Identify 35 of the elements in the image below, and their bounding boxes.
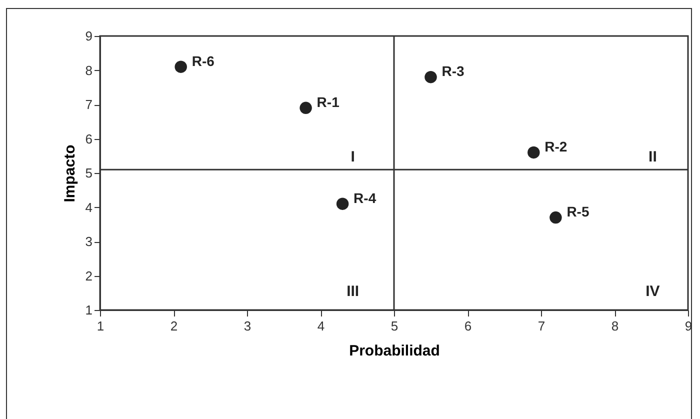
point: [550, 211, 562, 224]
x-tick-label: 8: [611, 318, 619, 334]
y-axis-title: Impacto: [61, 144, 78, 202]
series-label: R-1: [316, 94, 340, 110]
point: [300, 102, 312, 114]
point: [174, 60, 187, 73]
series-label: R-2: [544, 138, 568, 154]
series-label: R-6: [192, 52, 215, 69]
y-tick-label: 6: [85, 131, 92, 146]
x-tick-label: 1: [96, 318, 104, 334]
point: [528, 146, 540, 159]
x-tick-label: 6: [464, 318, 472, 334]
x-tick-label: 4: [317, 318, 325, 334]
series-label: R-4: [354, 190, 376, 206]
y-tick-label: 9: [85, 28, 92, 44]
x-tick-label: 3: [244, 318, 252, 334]
y-tick-label: 3: [85, 234, 92, 249]
x-tick-label: 7: [538, 318, 546, 334]
y-tick-label: 7: [85, 97, 92, 112]
y-tick-label: 2: [85, 268, 92, 284]
annotation: III: [346, 282, 360, 300]
annotation: I: [350, 148, 355, 166]
point: [336, 198, 349, 210]
y-tick-label: 1: [85, 302, 92, 318]
x-tick-label: 5: [390, 318, 398, 334]
y-tick-label: 4: [85, 200, 92, 215]
point: [424, 70, 437, 84]
series-label: R-5: [566, 204, 590, 220]
y-tick-label: 5: [85, 166, 92, 180]
x-tick-label: 2: [170, 318, 178, 334]
annotation: II: [648, 148, 657, 166]
annotation: IV: [646, 282, 660, 300]
x-axis-title: Probabilidad: [349, 342, 440, 360]
y-tick-label: 8: [85, 62, 92, 78]
series-label: R-3: [442, 63, 465, 80]
